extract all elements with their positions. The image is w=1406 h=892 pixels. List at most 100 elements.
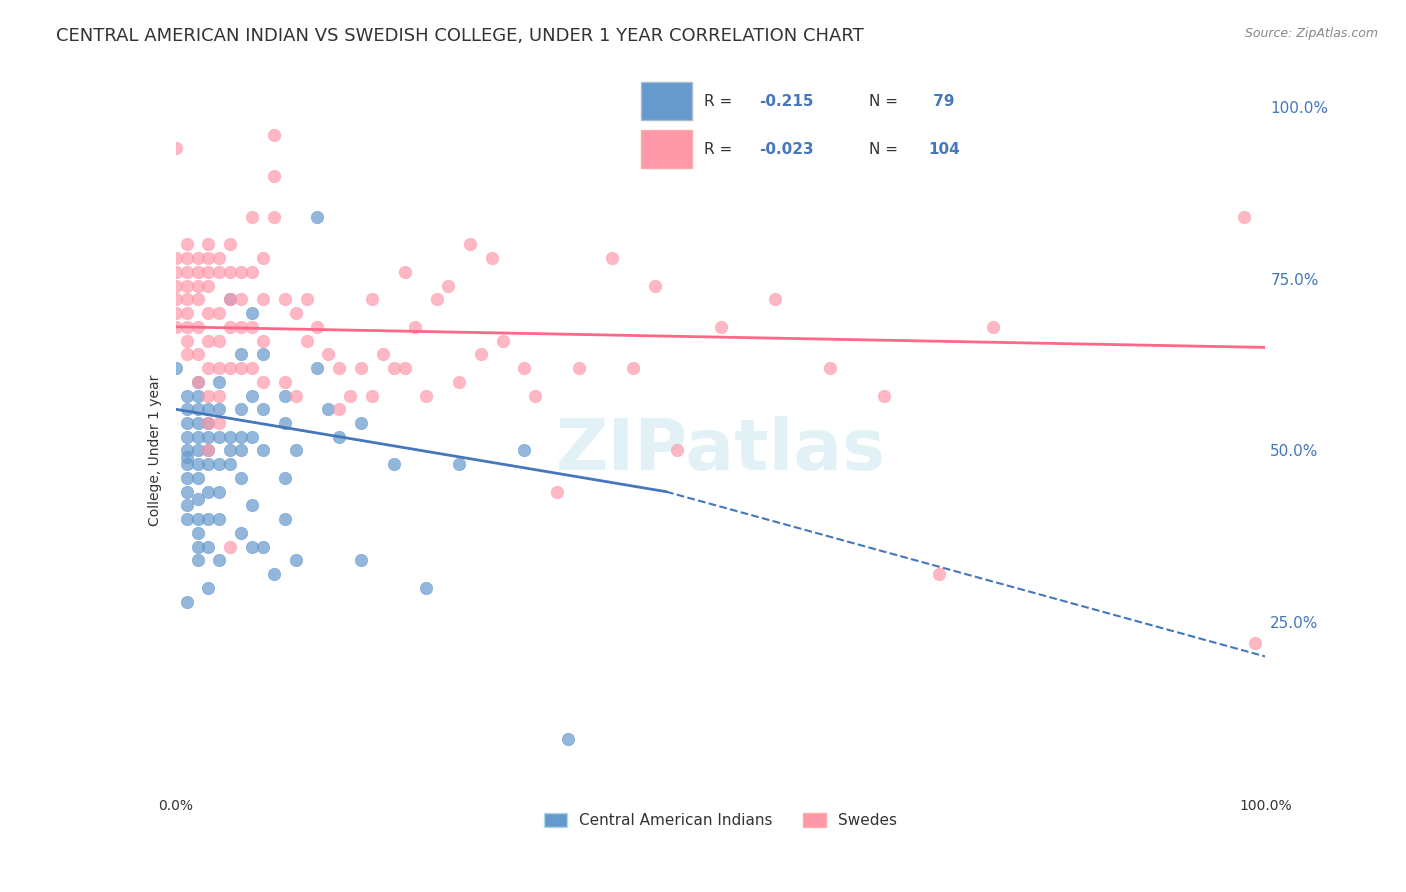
Point [186, 540, 209, 554]
Point [165, 265, 187, 279]
Point [513, 361, 536, 376]
Point [307, 361, 329, 376]
Point [197, 306, 219, 320]
Point [284, 553, 307, 567]
Point [240, 210, 263, 224]
Point [165, 306, 187, 320]
Point [186, 402, 209, 417]
Point [219, 430, 242, 444]
Point [176, 319, 198, 334]
Point [165, 141, 187, 155]
Point [176, 416, 198, 430]
Point [186, 388, 209, 402]
Point [219, 540, 242, 554]
Point [176, 347, 198, 361]
Point [621, 361, 644, 376]
Point [231, 319, 253, 334]
Point [186, 251, 209, 265]
Point [600, 251, 623, 265]
Point [197, 416, 219, 430]
Point [176, 251, 198, 265]
Point [546, 484, 568, 499]
Text: R =: R = [704, 142, 738, 157]
Point [176, 334, 198, 348]
Point [208, 388, 231, 402]
Point [394, 361, 416, 376]
Point [186, 430, 209, 444]
Point [208, 430, 231, 444]
Point [231, 293, 253, 307]
Point [231, 361, 253, 376]
Point [165, 319, 187, 334]
Point [350, 361, 373, 376]
Point [186, 553, 209, 567]
Text: 79: 79 [928, 94, 955, 109]
Text: R =: R = [704, 94, 738, 109]
Text: ZIPatlas: ZIPatlas [555, 416, 886, 485]
Point [231, 347, 253, 361]
Point [318, 402, 340, 417]
Point [197, 581, 219, 595]
Point [219, 265, 242, 279]
Point [470, 347, 492, 361]
Point [219, 361, 242, 376]
Point [328, 402, 350, 417]
Point [176, 278, 198, 293]
Point [274, 416, 297, 430]
Point [405, 319, 427, 334]
Point [176, 237, 198, 252]
Point [328, 361, 350, 376]
Point [165, 361, 187, 376]
Point [197, 278, 219, 293]
Y-axis label: College, Under 1 year: College, Under 1 year [148, 375, 162, 526]
Point [274, 293, 297, 307]
Point [394, 265, 416, 279]
Point [197, 484, 219, 499]
Point [176, 306, 198, 320]
Point [307, 319, 329, 334]
Point [240, 388, 263, 402]
Point [231, 443, 253, 458]
Point [176, 402, 198, 417]
Point [219, 443, 242, 458]
Point [197, 251, 219, 265]
Point [350, 553, 373, 567]
Point [165, 293, 187, 307]
Point [415, 388, 437, 402]
Point [252, 402, 274, 417]
Point [1232, 210, 1256, 224]
Point [284, 388, 307, 402]
Point [360, 388, 382, 402]
Text: CENTRAL AMERICAN INDIAN VS SWEDISH COLLEGE, UNDER 1 YEAR CORRELATION CHART: CENTRAL AMERICAN INDIAN VS SWEDISH COLLE… [56, 27, 865, 45]
Point [231, 525, 253, 540]
Point [176, 430, 198, 444]
Point [208, 484, 231, 499]
Point [197, 334, 219, 348]
Point [186, 375, 209, 389]
Point [284, 443, 307, 458]
Point [818, 361, 841, 376]
Point [197, 416, 219, 430]
Point [176, 265, 198, 279]
Point [186, 293, 209, 307]
Text: Source: ZipAtlas.com: Source: ZipAtlas.com [1244, 27, 1378, 40]
Point [513, 443, 536, 458]
Point [981, 319, 1004, 334]
Point [219, 237, 242, 252]
Point [197, 361, 219, 376]
Point [371, 347, 394, 361]
Point [274, 375, 297, 389]
Point [252, 540, 274, 554]
Point [197, 540, 219, 554]
Point [763, 293, 786, 307]
Point [274, 512, 297, 526]
Point [252, 443, 274, 458]
Point [208, 306, 231, 320]
Point [284, 306, 307, 320]
Point [197, 443, 219, 458]
Point [252, 375, 274, 389]
Point [186, 443, 209, 458]
Point [176, 457, 198, 471]
Point [252, 251, 274, 265]
Point [568, 361, 591, 376]
